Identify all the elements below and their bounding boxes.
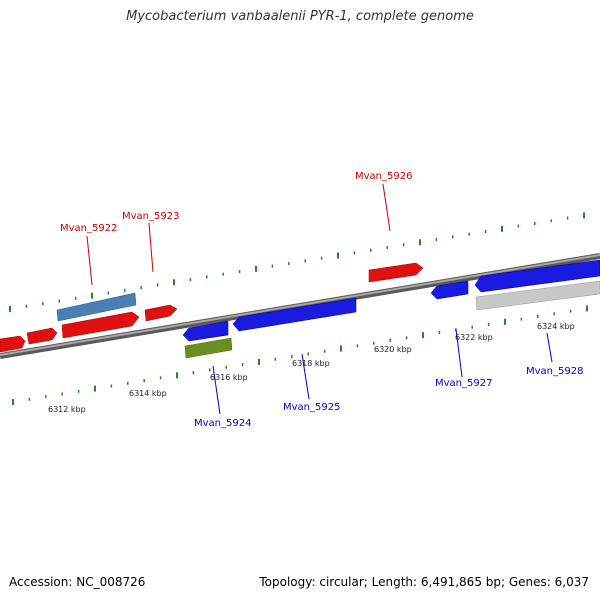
- scale-label-6320: 6320 kbp: [374, 345, 412, 354]
- gene-other[interactable]: [475, 280, 600, 311]
- gene-forward[interactable]: [144, 304, 178, 322]
- connector-mvan-5925: [301, 353, 310, 400]
- reverse-genes: [182, 259, 600, 359]
- gene-mvan-5928[interactable]: [474, 259, 600, 293]
- connector-mvan-5927: [455, 328, 463, 378]
- label-mvan-5928: Mvan_5928: [526, 366, 583, 377]
- gene-mvan-5926[interactable]: [368, 262, 424, 283]
- scale-label-6312: 6312 kbp: [48, 405, 86, 414]
- gene-mvan-5924[interactable]: [184, 337, 233, 359]
- connector-mvan-5923: [148, 222, 154, 273]
- connector-mvan-5926: [382, 183, 391, 232]
- gene-mvan-5922[interactable]: [61, 311, 140, 339]
- label-mvan-5927: Mvan_5927: [435, 378, 492, 389]
- label-mvan-5925: Mvan_5925: [283, 402, 340, 413]
- accession-text: Accession: NC_008726: [9, 575, 146, 589]
- connector-mvan-5928: [546, 332, 553, 363]
- scale-label-6322: 6322 kbp: [455, 333, 493, 342]
- scale-labels: 6312 kbp 6314 kbp 6316 kbp 6318 kbp 6320…: [48, 322, 575, 414]
- scale-label-6314: 6314 kbp: [129, 389, 167, 398]
- label-mvan-5922: Mvan_5922: [60, 223, 117, 234]
- label-mvan-5923: Mvan_5923: [122, 211, 179, 222]
- gene-reverse[interactable]: [182, 320, 229, 342]
- genome-summary-text: Topology: circular; Length: 6,491,865 bp…: [259, 575, 589, 589]
- gene-labels: Mvan_5922 Mvan_5923 Mvan_5926 Mvan_5924 …: [60, 171, 583, 429]
- connector-mvan-5924: [212, 365, 221, 415]
- label-connectors: [86, 183, 553, 415]
- gene-forward[interactable]: [0, 335, 26, 353]
- connector-mvan-5922: [86, 235, 93, 286]
- scale-label-6316: 6316 kbp: [210, 373, 248, 382]
- genome-backbone-highlight: [0, 254, 600, 356]
- upper-tick-row: [9, 212, 585, 312]
- gene-mvan-5927[interactable]: [430, 280, 469, 300]
- lower-tick-row: [12, 305, 588, 405]
- scale-label-6324: 6324 kbp: [537, 322, 575, 331]
- map-title: Mycobacterium vanbaalenii PYR-1, complet…: [126, 9, 474, 24]
- scale-label-6318: 6318 kbp: [292, 359, 330, 368]
- forward-genes: [0, 262, 424, 353]
- gene-mvan-5923[interactable]: [56, 292, 137, 322]
- label-mvan-5926: Mvan_5926: [355, 171, 412, 182]
- label-mvan-5924: Mvan_5924: [194, 418, 251, 429]
- gene-mvan-5925[interactable]: [232, 297, 357, 332]
- gene-forward[interactable]: [26, 327, 58, 345]
